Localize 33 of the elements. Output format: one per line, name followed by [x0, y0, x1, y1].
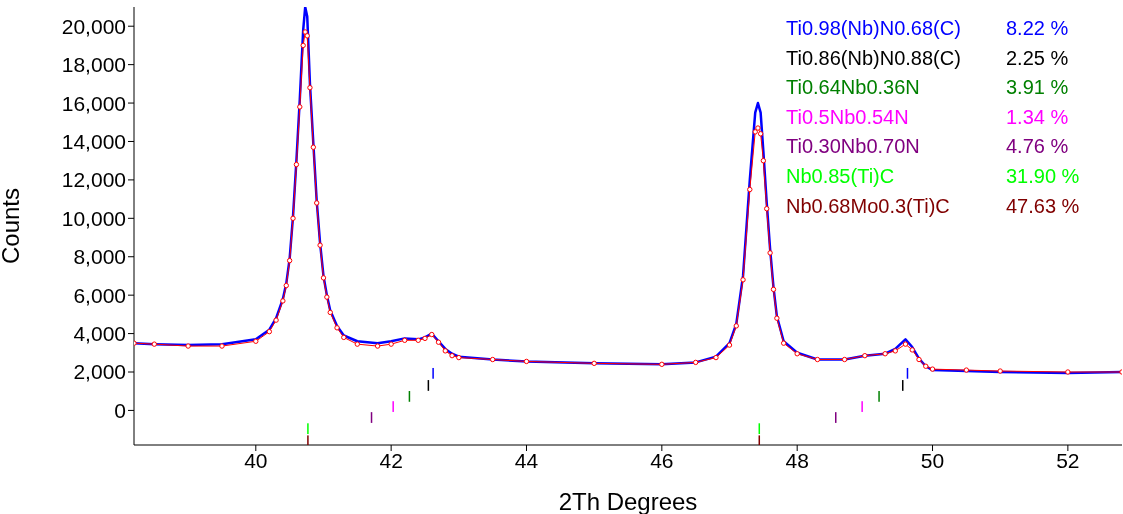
text: Ti0.30Nb0.70N — [786, 134, 921, 160]
annotation: 31.90 % — [1006, 163, 1080, 189]
y-tick-label: 6,000 — [73, 283, 126, 307]
text: Ti0.64Nb0.36N — [786, 75, 921, 101]
x-tick-label: 48 — [785, 448, 809, 472]
annotation: 1.34 % — [1006, 104, 1069, 130]
x-tick-label: 42 — [379, 448, 403, 472]
y-tick-label: 0 — [114, 398, 126, 422]
y-tick-label: 2,000 — [73, 360, 126, 384]
annotation: 47.63 % — [1006, 193, 1080, 219]
annotation: 8.22 % — [1006, 16, 1069, 41]
annotation: 4.76 % — [1006, 134, 1069, 160]
annotation: 2.25 % — [1006, 45, 1069, 71]
y-tick-label: 18,000 — [61, 53, 126, 77]
annotation: 3.91 % — [1006, 75, 1069, 101]
text: Ti0.5Nb0.54N — [786, 104, 910, 130]
x-tick-label: 40 — [244, 448, 268, 472]
y-tick-label: 14,000 — [61, 129, 126, 153]
y-tick-label: 10,000 — [61, 206, 126, 230]
y-axis-title: Counts — [0, 187, 24, 265]
y-tick-label: 20,000 — [61, 14, 126, 38]
x-tick-label: 46 — [650, 448, 674, 472]
y-tick-label: 8,000 — [73, 245, 126, 269]
y-tick-label: 12,000 — [61, 168, 126, 192]
text: Ti0.98(Nb)N0.68(C) — [786, 16, 962, 41]
x-tick-label: 50 — [920, 448, 945, 472]
y-tick-label: 4,000 — [73, 322, 126, 346]
text: Ti0.86(Nb)N0.88(C) — [786, 45, 962, 71]
x-tick-label: 44 — [514, 448, 539, 472]
text: Nb0.85(Ti)C — [786, 163, 896, 189]
x-tick-label: 52 — [1056, 448, 1080, 472]
y-tick-label: 16,000 — [61, 91, 126, 115]
text: Nb0.68Mo0.3(Ti)C — [786, 193, 951, 219]
